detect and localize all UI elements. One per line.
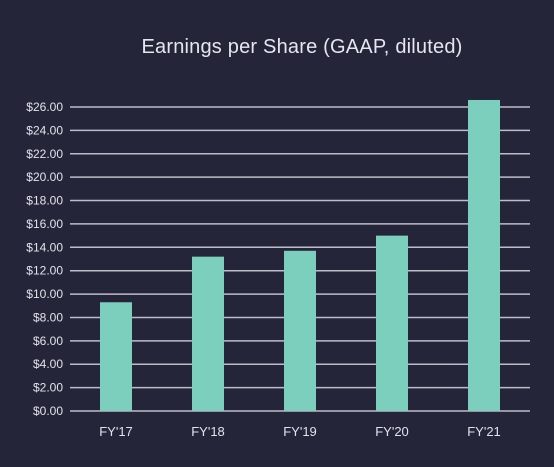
- y-tick-label: $0.00: [33, 404, 63, 418]
- y-tick-label: $14.00: [26, 240, 63, 254]
- chart-title: Earnings per Share (GAAP, diluted): [141, 36, 463, 58]
- y-tick-label: $18.00: [26, 194, 63, 208]
- bar-fy20: [376, 235, 408, 411]
- bar-fy21: [468, 99, 500, 411]
- bar-fy17: [100, 302, 132, 411]
- y-tick-label: $6.00: [33, 334, 63, 348]
- y-tick-label: $8.00: [33, 310, 63, 324]
- x-axis-labels: FY'17 FY'18 FY'19 FY'20 FY'21: [99, 424, 501, 439]
- y-tick-label: $2.00: [33, 381, 63, 395]
- y-tick-label: $20.00: [26, 170, 63, 184]
- y-tick-label: $4.00: [33, 357, 63, 371]
- x-tick-label: FY'20: [375, 424, 409, 439]
- y-tick-label: $10.00: [26, 287, 63, 301]
- y-tick-label: $22.00: [26, 147, 63, 161]
- y-tick-label: $26.00: [26, 100, 63, 114]
- y-tick-label: $24.00: [26, 123, 63, 137]
- bars: [100, 99, 500, 411]
- x-tick-label: FY'17: [99, 424, 133, 439]
- y-tick-label: $16.00: [26, 217, 63, 231]
- y-axis-ticks: $0.00 $2.00 $4.00 $6.00 $8.00 $10.00 $12.00 $14…: [26, 100, 63, 418]
- x-tick-label: FY'21: [467, 424, 501, 439]
- x-tick-label: FY'18: [191, 424, 225, 439]
- x-tick-label: FY'19: [283, 424, 317, 439]
- y-tick-label: $12.00: [26, 264, 63, 278]
- bar-fy19: [284, 250, 316, 411]
- bar-fy18: [192, 256, 224, 411]
